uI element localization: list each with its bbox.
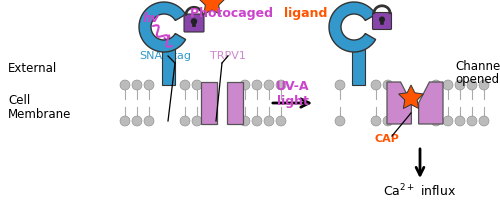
Text: UV-A: UV-A [276, 80, 310, 92]
Circle shape [191, 18, 197, 25]
Text: Cell: Cell [8, 95, 30, 107]
Circle shape [240, 116, 250, 126]
Polygon shape [398, 85, 423, 108]
Polygon shape [139, 2, 186, 52]
Polygon shape [387, 82, 411, 124]
Text: Membrane: Membrane [8, 108, 72, 122]
Circle shape [180, 80, 190, 90]
Circle shape [443, 116, 453, 126]
Text: Ca$^{2+}$ influx: Ca$^{2+}$ influx [384, 183, 456, 199]
Text: ligand: ligand [284, 8, 328, 20]
Polygon shape [198, 0, 226, 14]
Circle shape [192, 116, 202, 126]
Circle shape [252, 116, 262, 126]
Circle shape [144, 80, 154, 90]
Text: SNAP-tag: SNAP-tag [139, 51, 191, 61]
Circle shape [467, 80, 477, 90]
Circle shape [132, 80, 142, 90]
Bar [162, 43, 174, 85]
Polygon shape [418, 82, 443, 124]
Circle shape [431, 80, 441, 90]
FancyBboxPatch shape [372, 12, 392, 30]
Circle shape [144, 116, 154, 126]
Circle shape [180, 116, 190, 126]
Circle shape [240, 80, 250, 90]
Circle shape [383, 80, 393, 90]
Circle shape [335, 80, 345, 90]
Circle shape [379, 16, 385, 23]
Bar [352, 43, 364, 85]
Polygon shape [329, 2, 376, 52]
Circle shape [479, 116, 489, 126]
Circle shape [371, 80, 381, 90]
Circle shape [192, 80, 202, 90]
Text: light: light [277, 95, 309, 107]
Circle shape [443, 80, 453, 90]
Circle shape [371, 116, 381, 126]
Circle shape [120, 116, 130, 126]
Circle shape [479, 80, 489, 90]
Text: TRPV1: TRPV1 [210, 51, 246, 61]
Text: CAP: CAP [374, 134, 400, 144]
FancyBboxPatch shape [184, 14, 204, 32]
Text: opened: opened [455, 73, 499, 87]
Text: Channel: Channel [455, 60, 500, 73]
Circle shape [455, 80, 465, 90]
Circle shape [276, 80, 286, 90]
Circle shape [252, 80, 262, 90]
Polygon shape [227, 82, 243, 124]
Circle shape [383, 116, 393, 126]
Circle shape [264, 80, 274, 90]
Circle shape [132, 116, 142, 126]
Circle shape [264, 116, 274, 126]
Circle shape [467, 116, 477, 126]
Circle shape [431, 116, 441, 126]
Circle shape [335, 116, 345, 126]
Text: External: External [8, 62, 57, 76]
Circle shape [276, 116, 286, 126]
Circle shape [120, 80, 130, 90]
Polygon shape [201, 82, 217, 124]
Text: Photocaged: Photocaged [190, 8, 278, 20]
Text: hv: hv [143, 12, 160, 26]
Circle shape [455, 116, 465, 126]
